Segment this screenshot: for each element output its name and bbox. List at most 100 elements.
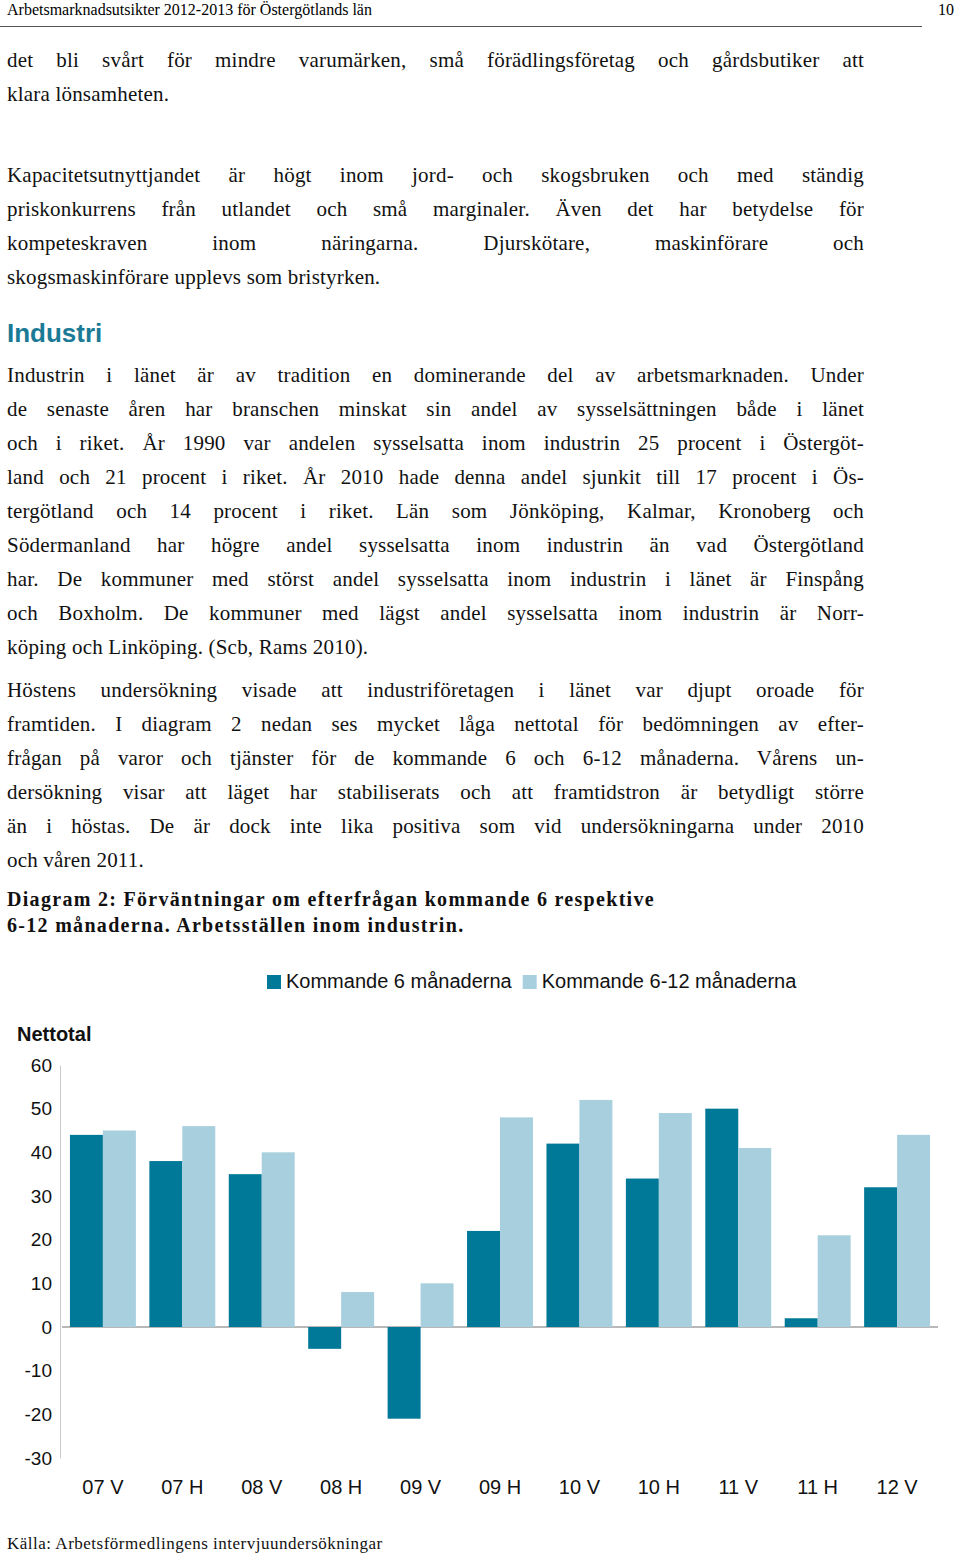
bar	[864, 1187, 897, 1327]
y-tick-label: 10	[31, 1273, 52, 1294]
bar	[818, 1235, 851, 1327]
bar	[388, 1327, 421, 1419]
x-tick: 11 H	[797, 1458, 838, 1498]
bar	[70, 1135, 103, 1327]
legend-label: Kommande 6-12 månaderna	[542, 970, 797, 992]
text-line: Höstens undersökning visade att industri…	[7, 673, 864, 707]
x-tick: 07 V	[82, 1458, 124, 1498]
text-line: och i riket. År 1990 var andelen syssels…	[7, 426, 864, 460]
y-axis-line	[60, 1066, 61, 1459]
x-tick: 08 H	[320, 1458, 362, 1498]
bar	[738, 1148, 771, 1327]
text-line: land och 21 procent i riket. År 2010 had…	[7, 460, 864, 494]
chart-title: Diagram 2: Förväntningar om efterfrågan …	[7, 886, 655, 912]
header-rule	[0, 26, 922, 27]
page: Arbetsmarknadsutsikter 2012-2013 för Öst…	[0, 0, 960, 1558]
x-tick-label: 09 V	[400, 1476, 442, 1498]
bar	[626, 1179, 659, 1327]
y-tick: -30	[25, 1448, 60, 1469]
legend-swatch	[267, 975, 281, 989]
x-tick: 10 V	[559, 1458, 601, 1498]
y-tick: -20	[25, 1404, 60, 1425]
x-tick-label: 09 H	[479, 1476, 521, 1498]
y-tick-label: 20	[31, 1229, 52, 1250]
bar-series	[103, 1100, 930, 1327]
x-tick-label: 10 V	[559, 1476, 601, 1498]
text-line: Industrin i länet är av tradition en dom…	[7, 358, 864, 392]
bar	[229, 1174, 262, 1327]
bar	[897, 1135, 930, 1327]
x-tick: 12 V	[877, 1458, 919, 1498]
text-line: det bli svårt för mindre varumärken, små…	[7, 43, 864, 77]
bar	[579, 1100, 612, 1327]
text-line: priskonkurrens från utlandet och små mar…	[7, 192, 864, 226]
text-line: Kapacitetsutnyttjandet är högt inom jord…	[7, 158, 864, 192]
legend: Kommande 6 månaderna Kommande 6-12 månade…	[267, 970, 797, 992]
x-tick: 09 V	[400, 1458, 442, 1498]
x-tick-label: 08 H	[320, 1476, 362, 1498]
text-line: och Boxholm. De kommuner med lägst andel…	[7, 596, 864, 630]
bar-series	[70, 1109, 897, 1419]
text-line: har. De kommuner med störst andel syssel…	[7, 562, 864, 596]
x-tick-label: 07 H	[161, 1476, 203, 1498]
x-axis: 07 V 07 H 08 V 08 H 09 V 09 H 10 V 10 H 11 V 11 H…	[82, 1458, 918, 1498]
y-tick-label: -30	[25, 1448, 52, 1469]
legend-swatch	[523, 975, 537, 989]
y-tick-label: -20	[25, 1404, 52, 1425]
y-tick: 60	[31, 1055, 60, 1076]
bar	[262, 1152, 295, 1327]
y-tick-label: 40	[31, 1142, 52, 1163]
text-line: köping och Linköping. (Scb, Rams 2010).	[7, 630, 864, 664]
bar	[467, 1231, 500, 1327]
chart: -30 -20 -10 0 10 20 30 40 50 60 07 V 07 H 08 V 08 H 09…	[0, 0, 960, 1558]
y-tick: 30	[31, 1186, 60, 1207]
text-line: skogsmaskinförare upplevs som bristyrken…	[7, 260, 864, 294]
x-tick-label: 11 V	[718, 1476, 758, 1498]
text-line: Södermanland har högre andel sysselsatta…	[7, 528, 864, 562]
y-axis-title: Nettotal	[17, 1023, 91, 1045]
x-tick: 09 H	[479, 1458, 521, 1498]
chart-title: 6-12 månaderna. Arbetsställen inom indus…	[7, 912, 464, 938]
x-tick: 11 V	[718, 1458, 758, 1498]
x-tick: 10 H	[638, 1458, 680, 1498]
bar	[149, 1161, 182, 1327]
page-number: 10	[938, 0, 954, 20]
y-tick-label: 0	[41, 1317, 52, 1338]
section-heading: Industri	[7, 316, 102, 350]
text-line: än i höstas. De är dock inte lika positi…	[7, 809, 864, 843]
bar	[659, 1113, 692, 1327]
bar	[103, 1131, 136, 1328]
text-line: frågan på varor och tjänster för de komm…	[7, 741, 864, 775]
text-line: de senaste åren har branschen minskat si…	[7, 392, 864, 426]
bar	[182, 1126, 215, 1327]
bar	[308, 1327, 341, 1349]
x-tick-label: 12 V	[877, 1476, 919, 1498]
legend-label: Kommande 6 månaderna	[286, 970, 513, 992]
text-line: tergötland och 14 procent i riket. Län s…	[7, 494, 864, 528]
text-line: kompeteskraven inom näringarna. Djursköt…	[7, 226, 864, 260]
bar	[421, 1283, 454, 1327]
x-tick-label: 10 H	[638, 1476, 680, 1498]
bar	[546, 1144, 579, 1327]
text-line: framtiden. I diagram 2 nedan ses mycket …	[7, 707, 864, 741]
x-tick: 08 V	[241, 1458, 283, 1498]
text-line: dersökning visar att läget har stabilise…	[7, 775, 864, 809]
header-title: Arbetsmarknadsutsikter 2012-2013 för Öst…	[7, 0, 372, 20]
y-tick-label: -10	[25, 1360, 52, 1381]
bar	[341, 1292, 374, 1327]
y-tick: 20	[31, 1229, 60, 1250]
bar	[500, 1117, 533, 1327]
y-tick: 10	[31, 1273, 60, 1294]
x-tick: 07 H	[161, 1458, 203, 1498]
y-axis: -30 -20 -10 0 10 20 30 40 50 60	[25, 1055, 61, 1469]
x-tick-label: 11 H	[797, 1476, 838, 1498]
source: Källa: Arbetsförmedlingens intervjuunder…	[7, 1534, 383, 1553]
text-line: och våren 2011.	[7, 843, 864, 877]
bars	[70, 1100, 930, 1419]
bar	[705, 1109, 738, 1327]
y-tick: -10	[25, 1360, 60, 1381]
y-tick-label: 50	[31, 1098, 52, 1119]
y-tick: 50	[31, 1098, 60, 1119]
x-tick-label: 08 V	[241, 1476, 283, 1498]
y-tick-label: 30	[31, 1186, 52, 1207]
